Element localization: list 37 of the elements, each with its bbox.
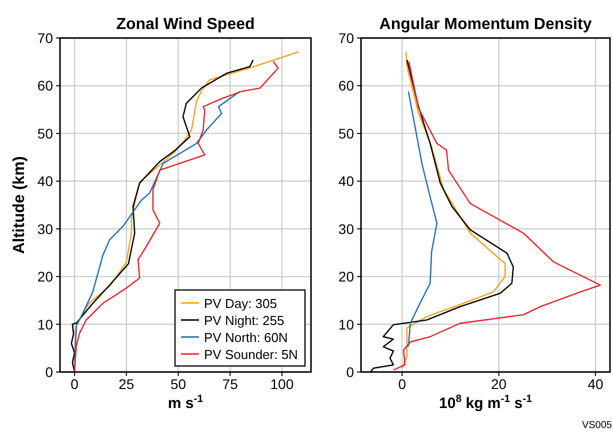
y-tick-label: 40 xyxy=(37,173,54,190)
y-tick-label: 60 xyxy=(338,78,354,94)
x-tick-label: 0 xyxy=(70,376,79,392)
y-tick-label: 0 xyxy=(346,364,354,380)
chart-title: Angular Momentum Density xyxy=(379,16,592,33)
legend-label: PV Sounder: 5N xyxy=(204,347,298,362)
y-tick-label: 70 xyxy=(37,30,54,46)
legend-label: PV Night: 255 xyxy=(204,313,284,328)
x-axis-title: m s$^{-1}$ xyxy=(168,393,204,412)
x-tick-label: 100 xyxy=(270,376,294,392)
y-tick-label: 20 xyxy=(37,268,54,285)
legend-label: PV Day: 305 xyxy=(204,296,277,311)
y-tick-label: 50 xyxy=(37,125,54,142)
y-tick-label: 40 xyxy=(338,173,354,190)
y-tick-label: 30 xyxy=(37,220,54,237)
line-series xyxy=(401,51,506,369)
x-tick-label: 50 xyxy=(170,376,186,392)
x-tick-label: 40 xyxy=(588,376,604,392)
text: VS005 xyxy=(582,420,612,431)
x-axis-title: 10$^{8}$ kg m$^{-1}$ s$^{-1}$ xyxy=(439,393,532,412)
y-tick-label: 20 xyxy=(338,268,354,285)
legend-label: PV North: 60N xyxy=(204,330,288,345)
x-tick-label: 20 xyxy=(491,376,507,392)
y-tick-label: 10 xyxy=(37,316,54,332)
y-tick-label: 10 xyxy=(338,316,354,332)
chart-title: Zonal Wind Speed xyxy=(116,16,255,33)
x-tick-label: 25 xyxy=(118,376,134,392)
y-tick-label: 30 xyxy=(338,220,354,237)
line-series xyxy=(408,90,438,348)
line-series xyxy=(392,60,601,371)
y-axis-title: Altitude (km) xyxy=(11,156,28,254)
x-tick-label: 75 xyxy=(222,376,238,392)
x-tick-label: 0 xyxy=(398,376,406,392)
y-tick-label: 70 xyxy=(338,30,354,46)
y-tick-label: 50 xyxy=(338,125,354,142)
y-tick-label: 60 xyxy=(37,78,54,94)
y-tick-label: 0 xyxy=(45,364,54,380)
